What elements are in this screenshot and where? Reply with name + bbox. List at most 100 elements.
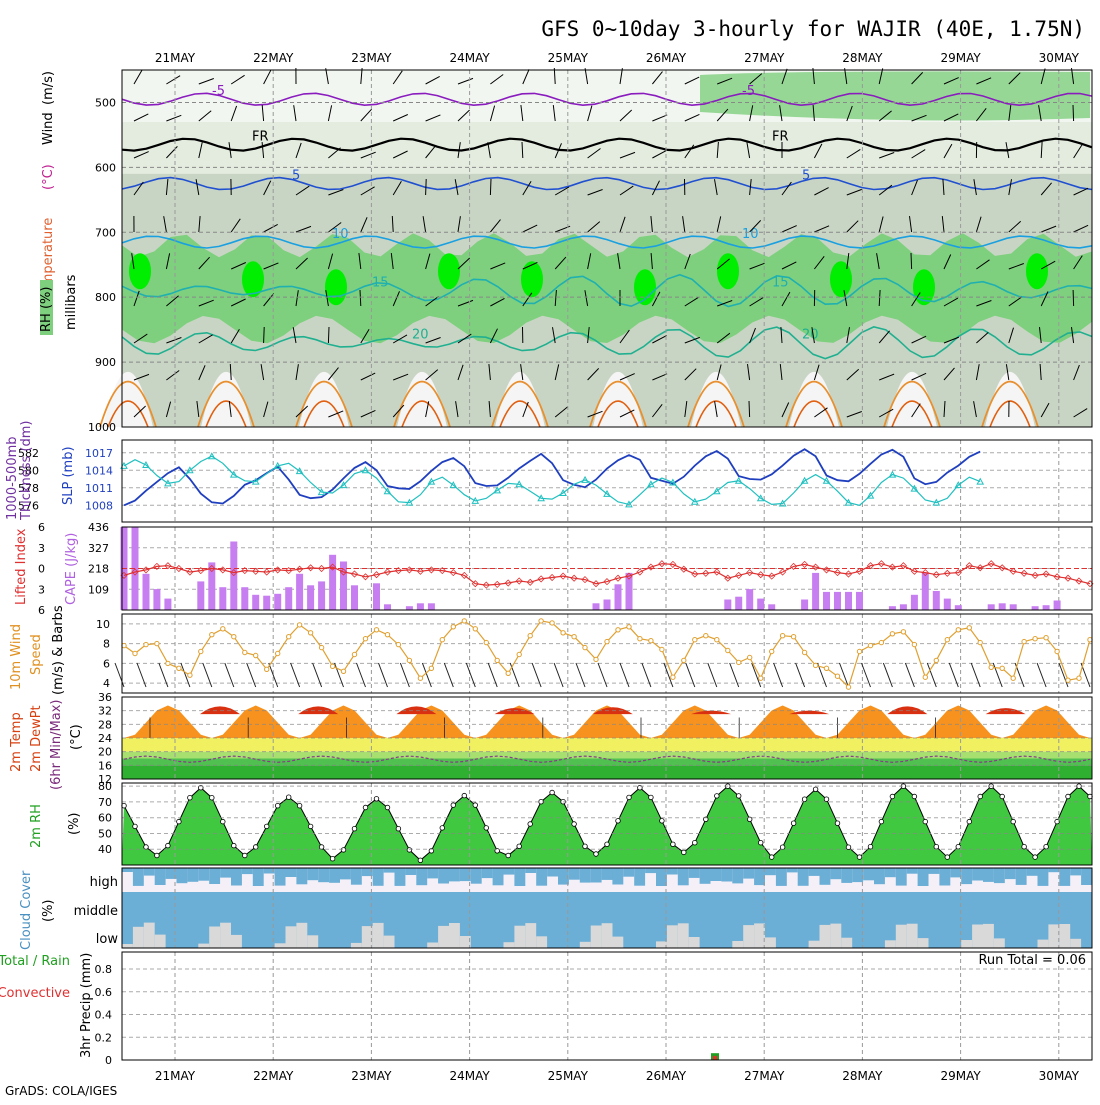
wind-speed-marker: [473, 627, 477, 631]
cloud-high-bar: [754, 868, 765, 885]
cloud-high-bar: [863, 868, 874, 880]
cape-bar: [417, 603, 424, 610]
cape-tick-label: 436: [88, 521, 109, 534]
cloud-low-bar: [656, 941, 667, 948]
wind-speed-marker: [133, 651, 137, 655]
rh-marker: [594, 852, 599, 857]
rh-marker: [736, 794, 741, 799]
cloud-low-bar: [994, 938, 1005, 948]
rh-marker: [243, 853, 248, 858]
cloud-low-bar: [1038, 940, 1049, 948]
cape-bar: [1054, 601, 1061, 611]
wind10-label-line3: (m/s) & Barbs: [51, 605, 66, 695]
wind-speed-marker: [1066, 678, 1070, 682]
cloud-low-bar: [820, 925, 831, 948]
cloud-low-bar: [809, 941, 820, 948]
slp-tick-label: 1017: [85, 447, 113, 460]
rh-marker: [1022, 844, 1027, 849]
cloud-high-bar: [482, 868, 493, 878]
rh-marker: [144, 845, 149, 850]
cape-bar: [768, 604, 775, 610]
cloud-high-bar: [820, 868, 831, 885]
cloud-high-bar: [700, 868, 711, 884]
wind-barb: [426, 179, 427, 195]
wind-speed-marker: [462, 619, 466, 623]
wind-speed-marker: [912, 642, 916, 646]
cloud-low-bar: [504, 942, 515, 948]
rh2-axis-label: 2m RH: [29, 804, 44, 848]
cloud-low-bar: [438, 926, 449, 948]
rh-marker: [945, 855, 950, 860]
precip-tick-label: 0.4: [95, 1009, 113, 1022]
rh-tick-label: 50: [98, 827, 112, 840]
cape-bar: [197, 581, 204, 610]
rh-marker: [660, 819, 665, 824]
cloud-high-bar: [329, 868, 340, 883]
isotherm-label: -5: [742, 84, 755, 99]
cloud-high-bar: [1070, 868, 1081, 875]
dewpt-band-light: [122, 752, 1092, 759]
wind-barb: [1073, 105, 1074, 121]
rh-marker: [1033, 855, 1038, 860]
isotherm-label: 10: [742, 227, 759, 242]
wind-speed-marker: [330, 664, 334, 668]
cloud-high-bar: [253, 868, 264, 886]
wind-speed-marker: [594, 657, 598, 661]
wind-tick-label: 4: [103, 677, 110, 690]
cape-tick-label: 327: [88, 542, 109, 555]
date-label-top: 26MAY: [646, 51, 687, 65]
cloud-high-bar: [1005, 868, 1016, 879]
cloud-low-bar: [743, 925, 754, 948]
wind-speed-marker: [188, 673, 192, 677]
cloud-high-bar: [220, 868, 231, 878]
wind-speed-marker: [166, 661, 170, 665]
rh-marker: [967, 819, 972, 824]
date-label-top: 28MAY: [842, 51, 883, 65]
cloud-high-bar: [689, 868, 700, 878]
cloud-high-bar: [787, 868, 798, 872]
rh-marker: [374, 797, 379, 802]
cape-bar: [845, 592, 852, 610]
cloud-high-bar: [798, 868, 809, 886]
pressure-tick-label: 1000: [88, 421, 116, 434]
cloud-low-bar: [296, 923, 307, 948]
cape-bar: [219, 587, 226, 610]
date-label-top: 27MAY: [744, 51, 785, 65]
rh-marker: [824, 797, 829, 802]
cloud-low-bar: [155, 935, 166, 948]
rh-marker: [341, 848, 346, 853]
rh-marker: [166, 843, 171, 848]
cloud-high-bar: [580, 868, 591, 883]
cloud-high-bar: [307, 868, 318, 880]
wind-speed-marker: [177, 666, 181, 670]
wind-speed-marker: [429, 666, 433, 670]
cloud-low-bar: [830, 924, 841, 948]
wind-speed-marker: [835, 674, 839, 678]
cloud-high-bar: [1081, 868, 1092, 885]
cloud-high-bar: [373, 868, 384, 886]
cloud-high-bar: [885, 868, 896, 877]
wind-speed-marker: [693, 638, 697, 642]
cloud-low-bar: [602, 923, 613, 948]
cape-axis-label: CAPE (J/kg): [64, 533, 79, 605]
cloud-low-label: low: [96, 932, 119, 947]
cape-bar: [329, 555, 336, 610]
isotherm-label: 5: [802, 169, 810, 184]
date-label-bottom: 29MAY: [940, 1069, 981, 1083]
cape-bar: [351, 585, 358, 610]
cloud-high-bar: [351, 868, 362, 885]
cloud-high-bar: [405, 868, 416, 875]
wind-speed-marker: [857, 649, 861, 653]
cloud-low-bar: [220, 923, 231, 948]
cape-bar: [1043, 605, 1050, 610]
date-label-bottom: 21MAY: [155, 1069, 196, 1083]
rh-tick-label: 80: [98, 780, 112, 793]
wind-speed-marker: [616, 628, 620, 632]
cloud-high-bar: [286, 868, 297, 877]
wind-speed-marker: [737, 660, 741, 664]
wind-speed-marker: [583, 645, 587, 649]
rh-patch-saturated: [521, 261, 543, 297]
cape-bar: [735, 597, 742, 610]
cloud-low-bar: [678, 923, 689, 948]
wind-speed-marker: [451, 625, 455, 629]
